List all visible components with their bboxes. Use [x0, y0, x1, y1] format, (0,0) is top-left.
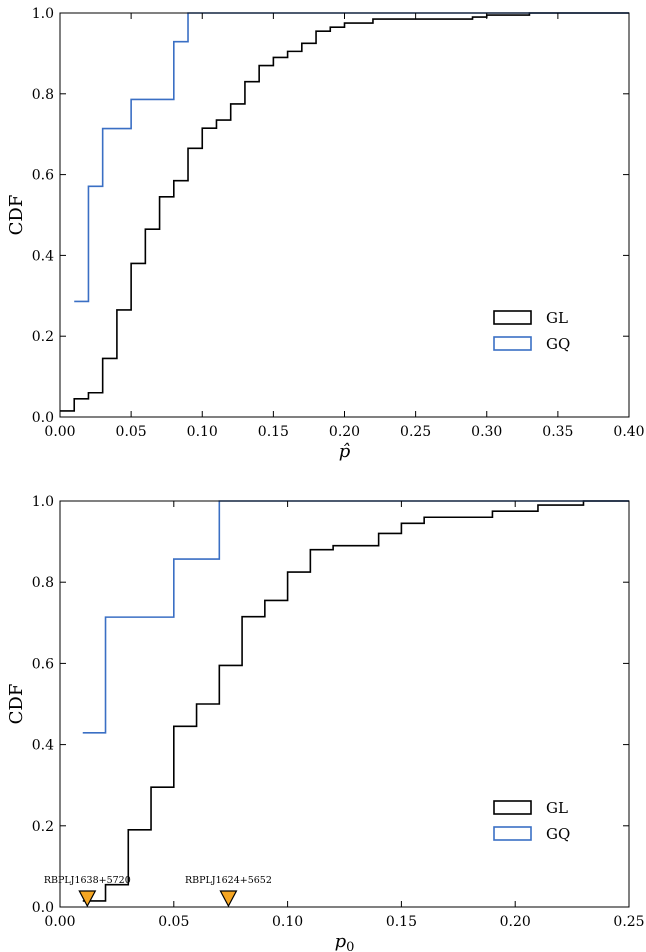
top-series-gq-line — [74, 12, 629, 303]
top-legend-swatch-gq — [493, 336, 532, 351]
top-x-tick-label: 0.00 — [44, 424, 75, 440]
top-x-axis-label: p̂ — [339, 441, 351, 462]
bottom-y-tick-label: 1.0 — [32, 494, 54, 510]
top-y-tick-label: 0.2 — [32, 329, 54, 345]
bottom-series-gl-line — [82, 500, 629, 902]
top-series-gl-line — [60, 12, 629, 412]
top-x-tick-label: 0.30 — [471, 424, 502, 440]
bottom-y-tick-label: 0.0 — [32, 900, 54, 916]
bottom-y-axis-label: CDF — [6, 684, 27, 725]
bottom-legend-label-gl: GL — [546, 799, 568, 817]
bottom-x-tick-label: 0.10 — [272, 914, 303, 930]
top-x-tick-label: 0.25 — [400, 424, 431, 440]
top-x-tick-label: 0.05 — [116, 424, 147, 440]
top-x-tick-label: 0.35 — [542, 424, 573, 440]
top-x-tick-label: 0.40 — [613, 424, 644, 440]
bottom-panel: 0.00 0.05 0.10 0.15 0.20 0.25 0.0 0.2 0.4 0.6 0.8 1… — [6, 494, 645, 952]
bottom-legend-swatch-gl — [493, 800, 532, 815]
bottom-x-tick-label: 0.00 — [44, 914, 75, 930]
bottom-x-tick-label: 0.15 — [386, 914, 417, 930]
bottom-marker-triangle — [219, 890, 238, 908]
top-y-tick-label: 1.0 — [32, 6, 54, 22]
bottom-x-axis-label: p0 — [335, 931, 355, 952]
bottom-legend-label-gq: GQ — [546, 825, 570, 843]
bottom-marker-triangle — [78, 890, 97, 908]
bottom-plot-frame — [59, 500, 630, 908]
top-y-axis-label: CDF — [6, 195, 27, 236]
bottom-marker-label: RBPLJ1624+5652 — [185, 875, 272, 886]
top-legend-label-gl: GL — [546, 309, 568, 327]
top-y-tick-label: 0.4 — [32, 248, 54, 264]
top-y-tick-label: 0.8 — [32, 87, 54, 103]
bottom-legend-swatch-gq — [493, 826, 532, 841]
top-y-tick-label: 0.0 — [32, 410, 54, 426]
top-legend-label-gq: GQ — [546, 335, 570, 353]
top-x-tick-label: 0.15 — [258, 424, 289, 440]
top-panel: 0.00 0.05 0.10 0.15 0.20 0.25 0.30 0.35 0.40 0.0 0… — [6, 6, 645, 462]
bottom-series-gq-line — [82, 500, 629, 734]
bottom-x-tick-label: 0.20 — [500, 914, 531, 930]
bottom-marker-label: RBPLJ1638+5720 — [44, 875, 131, 886]
top-x-tick-label: 0.20 — [329, 424, 360, 440]
bottom-x-tick-label: 0.05 — [158, 914, 189, 930]
bottom-x-tick-label: 0.25 — [613, 914, 644, 930]
bottom-y-tick-label: 0.2 — [32, 819, 54, 835]
bottom-y-tick-label: 0.4 — [32, 738, 54, 754]
bottom-y-tick-label: 0.6 — [32, 656, 54, 672]
bottom-y-tick-label: 0.8 — [32, 575, 54, 591]
top-x-tick-label: 0.10 — [187, 424, 218, 440]
top-legend-swatch-gl — [493, 310, 532, 325]
top-y-tick-label: 0.6 — [32, 168, 54, 184]
